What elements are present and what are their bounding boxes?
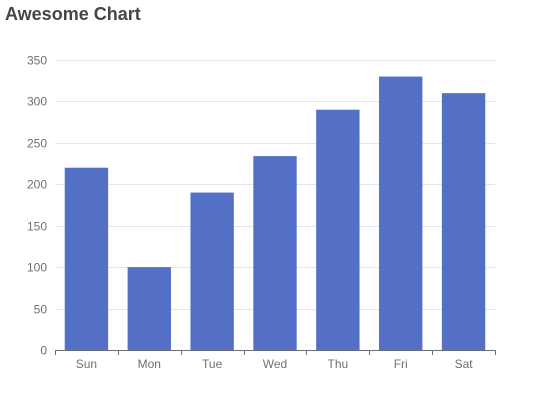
y-tick-label: 250 bbox=[27, 137, 47, 151]
y-axis-ticks: 0 50 100 150 200 250 300 350 bbox=[27, 54, 47, 358]
bar-tue bbox=[190, 192, 234, 350]
y-tick-label: 0 bbox=[40, 344, 47, 358]
chart-title: Awesome Chart bbox=[5, 4, 141, 24]
x-tick-label: Thu bbox=[328, 357, 349, 371]
y-tick-label: 350 bbox=[27, 54, 47, 68]
y-tick-label: 200 bbox=[27, 178, 47, 192]
bar-wed bbox=[253, 156, 297, 350]
y-tick-label: 300 bbox=[27, 95, 47, 109]
y-tick-label: 50 bbox=[34, 303, 48, 317]
y-tick-label: 150 bbox=[27, 220, 47, 234]
x-tick-label: Sat bbox=[455, 357, 474, 371]
x-tick-label: Mon bbox=[138, 357, 161, 371]
x-tick-label: Fri bbox=[394, 357, 408, 371]
bar-sat bbox=[441, 93, 486, 351]
x-tick-label: Sun bbox=[76, 357, 97, 371]
bar-sun bbox=[64, 167, 109, 350]
x-tick-label: Tue bbox=[202, 357, 223, 371]
bar-fri bbox=[379, 76, 423, 351]
x-tick-label: Wed bbox=[263, 357, 287, 371]
bars bbox=[64, 76, 486, 351]
y-tick-label: 100 bbox=[27, 261, 47, 275]
bar-mon bbox=[127, 267, 171, 350]
x-axis: Sun Mon Tue Wed Thu Fri Sat bbox=[55, 350, 496, 371]
bar-thu bbox=[316, 109, 360, 350]
